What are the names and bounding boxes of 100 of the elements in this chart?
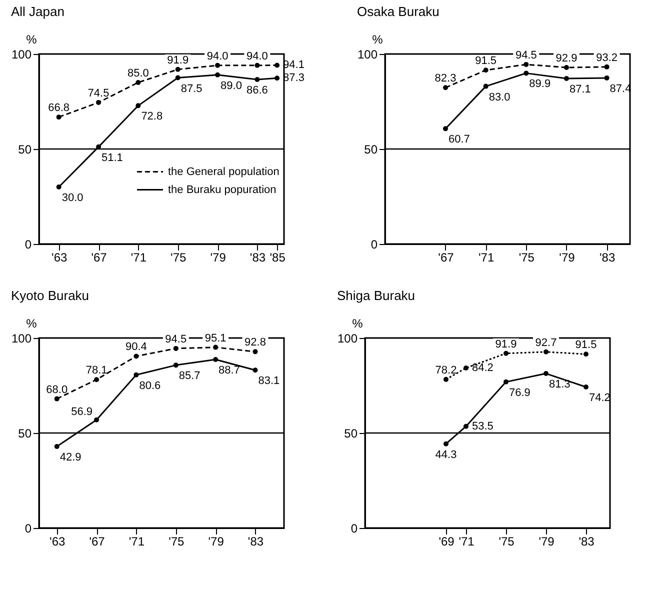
data-label: 44.3 <box>435 448 457 461</box>
point <box>94 377 100 382</box>
point <box>54 444 60 449</box>
point <box>252 368 258 373</box>
point <box>564 76 569 82</box>
data-label: 72.8 <box>141 110 163 123</box>
x-tick-label: '71 <box>478 250 494 264</box>
point <box>524 62 529 67</box>
data-label: 85.7 <box>178 370 200 382</box>
y-tick-label: 50 <box>18 426 32 440</box>
data-label: 30.0 <box>62 192 84 204</box>
x-tick-label: '85 <box>270 250 286 264</box>
data-label: 42.9 <box>60 451 82 464</box>
y-tick-label: 50 <box>344 426 358 440</box>
point <box>274 76 280 81</box>
point <box>136 80 141 85</box>
data-label: 83.0 <box>488 91 510 104</box>
y-tick-label: 0 <box>370 238 378 252</box>
data-label: 89.9 <box>529 78 551 90</box>
y-tick-label: 0 <box>350 522 358 536</box>
x-tick-label: '71 <box>130 250 147 264</box>
point <box>544 349 548 354</box>
data-label: 81.3 <box>549 378 570 391</box>
data-label: 91.9 <box>167 54 189 66</box>
point <box>215 62 220 68</box>
point <box>464 424 468 429</box>
x-tick-label: '83 <box>250 250 266 264</box>
data-label: 88.7 <box>218 364 240 376</box>
y-tick-label: 100 <box>11 48 32 62</box>
point <box>252 349 258 354</box>
point <box>215 72 220 78</box>
data-label: 84.2 <box>472 362 494 374</box>
x-tick-label: '79 <box>210 250 226 264</box>
point <box>442 85 448 90</box>
data-label: 92.8 <box>244 336 266 349</box>
point <box>584 384 588 390</box>
y-tick-label: 0 <box>24 238 32 252</box>
x-tick-label: '83 <box>248 534 264 548</box>
chart-title: Shiga Buraku <box>336 288 416 303</box>
chart-title: All Japan <box>10 4 64 19</box>
data-label: 90.4 <box>125 341 147 354</box>
chart-title: Osaka Buraku <box>356 4 440 19</box>
data-label: 80.6 <box>139 380 161 392</box>
x-tick-label: '63 <box>52 250 68 264</box>
legend-label: the General population <box>168 166 280 178</box>
x-tick-label: '75 <box>170 250 187 264</box>
data-label: 89.0 <box>220 80 242 92</box>
data-label: 56.9 <box>71 406 93 418</box>
data-label: 66.8 <box>48 102 70 114</box>
point <box>96 100 102 105</box>
y-axis-title: % <box>352 316 364 330</box>
data-label: 94.5 <box>165 333 187 346</box>
point <box>483 68 488 73</box>
point <box>444 441 448 446</box>
point <box>213 356 218 362</box>
data-label: 91.9 <box>495 338 517 350</box>
x-tick-label: '67 <box>89 534 106 548</box>
point <box>544 371 548 376</box>
point <box>504 350 508 356</box>
point <box>504 379 508 384</box>
x-tick-label: '63 <box>50 534 66 548</box>
point <box>173 346 178 351</box>
x-tick-label: '67 <box>91 250 108 264</box>
x-tick-label: '67 <box>438 250 454 264</box>
data-label: 87.1 <box>569 84 591 96</box>
y-tick-label: 100 <box>337 332 358 346</box>
point <box>274 62 280 68</box>
y-axis-title: % <box>372 32 384 46</box>
point <box>54 396 60 402</box>
x-tick-label: '75 <box>168 534 185 548</box>
data-label: 92.9 <box>556 52 578 64</box>
point <box>483 84 488 89</box>
point <box>56 184 62 190</box>
y-tick-label: 50 <box>364 142 378 156</box>
chart-title: Kyoto Buraku <box>10 288 90 303</box>
data-label: 83.1 <box>258 375 280 388</box>
data-label: 78.1 <box>86 364 108 377</box>
data-label: 85.0 <box>127 68 149 80</box>
point <box>442 126 448 132</box>
point <box>604 64 610 70</box>
y-axis-title: % <box>26 32 38 46</box>
legend-label: the Buraku popuration <box>168 184 276 196</box>
data-label: 94.0 <box>246 50 268 62</box>
data-label: 53.5 <box>472 420 494 432</box>
data-label: 95.1 <box>204 332 226 344</box>
point <box>136 103 141 108</box>
x-tick-label: '71 <box>458 534 475 548</box>
data-label: 60.7 <box>448 134 470 146</box>
x-tick-label: '79 <box>559 250 576 264</box>
y-tick-label: 0 <box>24 522 32 536</box>
x-tick-label: '69 <box>438 534 455 548</box>
data-label: 86.6 <box>246 84 268 96</box>
point <box>524 70 529 76</box>
point <box>173 362 178 368</box>
point <box>464 366 468 371</box>
x-tick-label: '83 <box>578 534 595 548</box>
data-label: 91.5 <box>475 55 497 68</box>
point <box>134 354 139 359</box>
data-label: 87.5 <box>180 82 202 95</box>
point <box>564 64 569 70</box>
